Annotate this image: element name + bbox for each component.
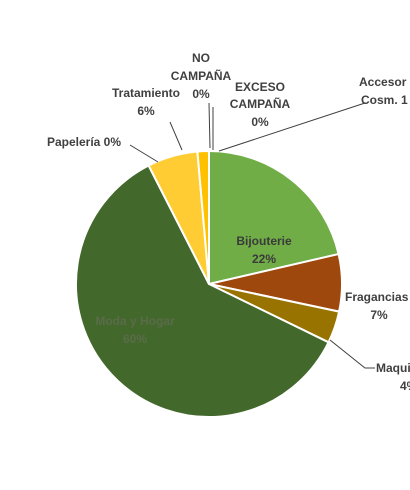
- label-moda-hogar-value: 60%: [123, 332, 147, 346]
- label-accesorios-line2: Cosm. 1: [361, 93, 408, 107]
- label-exceso-line1: EXCESO: [235, 80, 285, 94]
- leader-accesorios: [218, 102, 366, 152]
- pie-slice-accesorios-cosm: [196, 150, 210, 285]
- label-no-campana-line2: CAMPAÑA: [171, 68, 232, 83]
- leader-papeleria: [129, 144, 159, 163]
- leader-tratamiento: [169, 121, 183, 151]
- label-bijouterie-name: Bijouterie: [236, 234, 292, 248]
- label-bijouterie-value: 22%: [252, 252, 276, 266]
- label-fragancias-name: Fragancias: [345, 290, 409, 304]
- leader-no-campana: [208, 102, 211, 149]
- label-no-campana-value: 0%: [192, 87, 210, 101]
- label-maquillaje-name: Maqui: [376, 361, 410, 375]
- label-fragancias-value: 7%: [370, 308, 388, 322]
- label-exceso-line2: CAMPAÑA: [230, 96, 291, 111]
- label-moda-hogar-name: Moda y Hogar: [95, 314, 175, 328]
- label-papeleria: Papelería 0%: [47, 135, 121, 149]
- label-no-campana-line1: NO: [192, 51, 210, 65]
- label-accesorios-line1: Accesor: [359, 75, 407, 89]
- pie-slice-bijouterie: [208, 150, 340, 285]
- label-tratamiento-value: 6%: [137, 104, 155, 118]
- label-tratamiento-line1: Tratamiento: [112, 86, 180, 100]
- label-exceso-value: 0%: [251, 115, 269, 129]
- label-maquillaje-value: 4%: [400, 379, 410, 393]
- pie-slice-moda-y-hogar: [75, 164, 330, 418]
- leader-maquillaje: [329, 339, 375, 369]
